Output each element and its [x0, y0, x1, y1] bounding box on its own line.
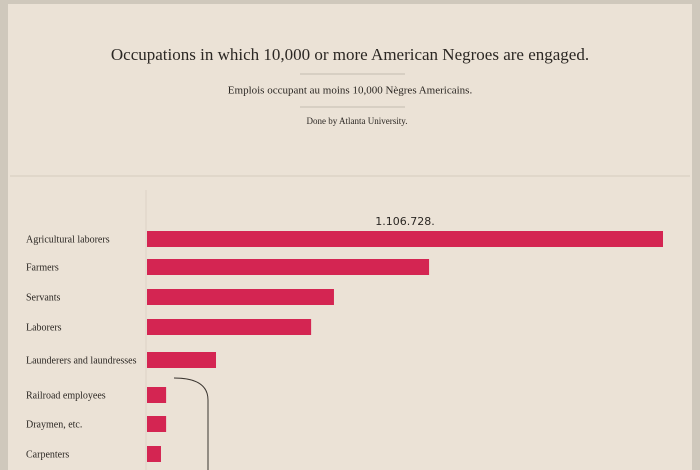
category-label: Farmers	[26, 262, 59, 273]
bar	[147, 319, 312, 335]
bar	[147, 231, 663, 247]
bracket	[173, 377, 209, 470]
bar	[147, 352, 217, 368]
chart-title: Occupations in which 10,000 or more Amer…	[111, 45, 589, 64]
category-label: Railroad employees	[26, 390, 106, 401]
bar	[147, 289, 334, 305]
category-label: Carpenters	[26, 449, 69, 460]
bar	[147, 446, 161, 462]
category-label: Agricultural laborers	[26, 234, 110, 245]
category-label: Draymen, etc.	[26, 419, 82, 430]
bar	[147, 387, 167, 403]
subtitle: Emplois occupant au moins 10,000 Nègres …	[228, 85, 473, 97]
category-label: Laborers	[26, 322, 62, 333]
value-label: 1.106.728.	[375, 215, 434, 228]
credit: Done by Atlanta University.	[307, 116, 408, 126]
category-label: Launderers and laundresses	[26, 355, 137, 366]
bar	[147, 259, 430, 275]
category-label: Servants	[26, 292, 61, 303]
bar	[147, 416, 167, 432]
